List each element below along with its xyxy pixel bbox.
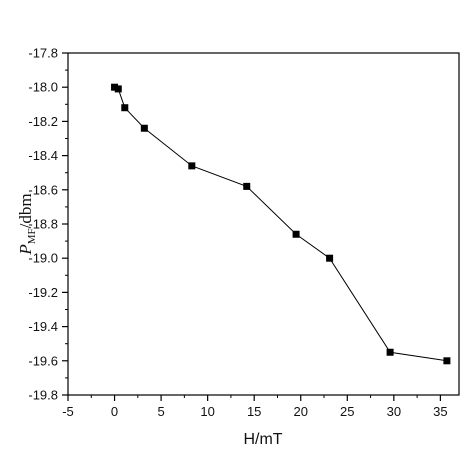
y-tick-label: -18.6 (28, 182, 58, 197)
data-point-marker (292, 230, 300, 238)
x-tick-label: 30 (387, 404, 401, 419)
x-axis-title: H/mT (243, 431, 282, 448)
data-point-marker (121, 104, 129, 112)
series-line (114, 86, 447, 362)
x-axis-ticks: -5 0 5 10 15 20 25 30 35 (62, 395, 448, 419)
x-tick-label: -5 (62, 404, 74, 419)
x-tick-label: 25 (340, 404, 354, 419)
y-axis-ticks: -17.8 -18.0 -18.2 -18.4 -18.6 -18.8 -19.0 -19.2… (28, 46, 68, 403)
y-axis-title-subscript: MF (26, 228, 38, 244)
y-tick-label: -18.8 (28, 217, 58, 232)
data-point-marker (326, 254, 334, 262)
y-tick-label: -19.4 (28, 319, 58, 334)
y-tick-label: -18.0 (28, 80, 58, 95)
data-point-marker (443, 357, 451, 365)
data-point-marker (243, 182, 251, 190)
y-axis-title-suffix: /dbm (16, 193, 35, 228)
y-tick-label: -17.8 (28, 46, 58, 61)
y-tick-label: -19.2 (28, 285, 58, 300)
data-point-marker (114, 85, 122, 93)
data-point-marker (140, 124, 148, 132)
y-tick-label: -19.8 (28, 388, 58, 403)
x-tick-label: 5 (157, 404, 164, 419)
x-tick-label: 15 (247, 404, 261, 419)
x-tick-label: 35 (433, 404, 447, 419)
series-lines (114, 86, 447, 362)
y-axis-title-main: P (16, 244, 35, 255)
y-tick-label: -18.4 (28, 148, 58, 163)
data-point-marker (111, 83, 119, 91)
data-point-marker (386, 348, 394, 356)
series-markers (111, 83, 451, 365)
y-tick-label: -18.2 (28, 114, 58, 129)
x-tick-label: 10 (200, 404, 214, 419)
data-point-marker (188, 162, 196, 170)
y-axis-title: PMF/dbm (16, 193, 38, 255)
y-tick-label: -19.6 (28, 353, 58, 368)
x-tick-label: 20 (294, 404, 308, 419)
x-tick-label: 0 (111, 404, 118, 419)
y-tick-label: -19.0 (28, 251, 58, 266)
